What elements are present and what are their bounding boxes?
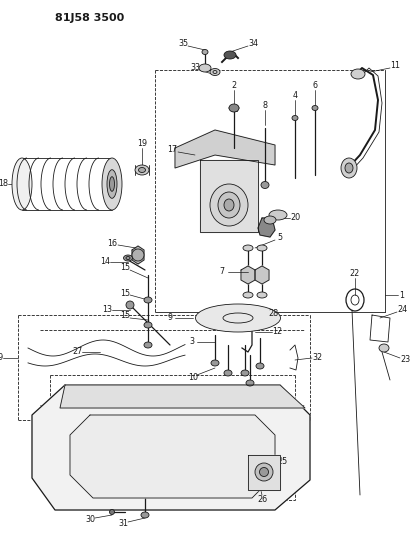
Text: 32: 32 — [312, 352, 322, 361]
Ellipse shape — [102, 158, 122, 210]
Text: 15: 15 — [120, 288, 130, 297]
Polygon shape — [200, 160, 258, 232]
Text: 11: 11 — [390, 61, 400, 69]
Ellipse shape — [123, 255, 132, 261]
Text: 14: 14 — [100, 257, 110, 266]
Ellipse shape — [107, 169, 117, 198]
Ellipse shape — [210, 69, 220, 76]
Text: 4: 4 — [293, 91, 298, 100]
Ellipse shape — [241, 370, 249, 376]
Text: 13: 13 — [102, 305, 112, 314]
Polygon shape — [60, 385, 305, 408]
Ellipse shape — [224, 51, 236, 59]
Ellipse shape — [292, 116, 298, 120]
Ellipse shape — [144, 297, 152, 303]
Ellipse shape — [109, 510, 115, 514]
Text: 5: 5 — [277, 233, 282, 243]
Polygon shape — [175, 130, 275, 168]
Text: 33: 33 — [190, 63, 200, 72]
Ellipse shape — [144, 322, 152, 328]
Ellipse shape — [199, 64, 211, 72]
Ellipse shape — [379, 344, 389, 352]
Text: 21: 21 — [167, 475, 177, 484]
Ellipse shape — [341, 158, 357, 178]
Text: 12: 12 — [272, 327, 282, 336]
Polygon shape — [70, 415, 275, 498]
Text: 18: 18 — [0, 180, 8, 189]
Ellipse shape — [210, 184, 248, 226]
Ellipse shape — [257, 245, 267, 251]
Ellipse shape — [345, 163, 353, 173]
Ellipse shape — [257, 292, 267, 298]
Text: 20: 20 — [290, 214, 300, 222]
Ellipse shape — [269, 210, 287, 220]
Polygon shape — [258, 218, 275, 237]
Text: 15: 15 — [120, 263, 130, 272]
Text: 34: 34 — [248, 39, 258, 49]
Ellipse shape — [141, 512, 149, 518]
Text: 2: 2 — [231, 80, 237, 90]
Ellipse shape — [139, 167, 145, 173]
Ellipse shape — [224, 199, 234, 211]
Polygon shape — [255, 266, 269, 284]
Ellipse shape — [202, 50, 208, 54]
Ellipse shape — [224, 370, 232, 376]
Ellipse shape — [229, 104, 239, 112]
Ellipse shape — [243, 292, 253, 298]
Ellipse shape — [256, 363, 264, 369]
Ellipse shape — [261, 182, 269, 189]
Text: 1: 1 — [399, 290, 404, 300]
Text: 9: 9 — [167, 313, 173, 322]
Text: 35: 35 — [178, 39, 188, 49]
Ellipse shape — [135, 165, 149, 175]
Polygon shape — [132, 246, 144, 264]
Text: 81J58 3500: 81J58 3500 — [55, 13, 124, 23]
Text: 29: 29 — [0, 353, 3, 362]
Ellipse shape — [144, 342, 152, 348]
Ellipse shape — [218, 192, 240, 218]
Text: 22: 22 — [350, 269, 360, 278]
Text: 8: 8 — [263, 101, 268, 109]
Ellipse shape — [264, 216, 276, 224]
Text: 26: 26 — [257, 496, 267, 505]
Text: 31: 31 — [118, 520, 128, 529]
Text: 25: 25 — [278, 457, 288, 466]
Ellipse shape — [246, 380, 254, 386]
Text: 19: 19 — [137, 139, 147, 148]
Text: 3: 3 — [189, 337, 194, 346]
Ellipse shape — [255, 463, 273, 481]
Ellipse shape — [211, 360, 219, 366]
Text: 24: 24 — [397, 305, 407, 314]
Text: 28: 28 — [268, 310, 278, 319]
Polygon shape — [32, 385, 310, 510]
Text: 30: 30 — [85, 515, 95, 524]
Text: 7: 7 — [219, 268, 224, 277]
Text: 10: 10 — [188, 374, 198, 383]
Text: 15: 15 — [120, 311, 130, 320]
Text: 17: 17 — [167, 146, 177, 155]
Ellipse shape — [12, 158, 32, 210]
Ellipse shape — [196, 304, 280, 332]
Polygon shape — [241, 266, 255, 284]
Polygon shape — [248, 455, 280, 490]
Text: 27: 27 — [72, 348, 82, 357]
Ellipse shape — [259, 467, 268, 477]
Ellipse shape — [109, 177, 115, 191]
Text: 6: 6 — [312, 80, 318, 90]
Ellipse shape — [312, 106, 318, 110]
Text: 23: 23 — [400, 356, 410, 365]
Ellipse shape — [243, 245, 253, 251]
Ellipse shape — [132, 249, 144, 261]
Ellipse shape — [351, 69, 365, 79]
Ellipse shape — [126, 301, 134, 309]
Text: 16: 16 — [107, 238, 117, 247]
